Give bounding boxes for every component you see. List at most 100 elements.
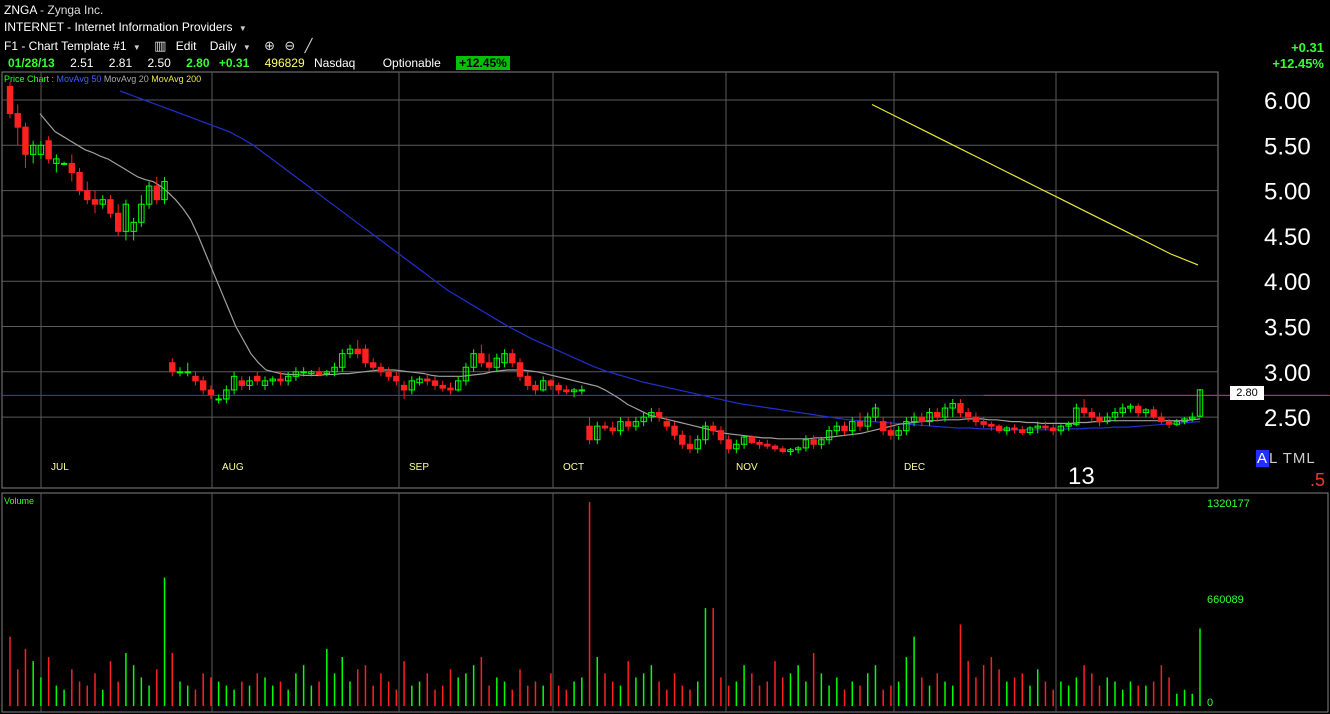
candle-body xyxy=(532,384,539,391)
candle-body xyxy=(918,416,926,423)
chevron-down-icon: ▼ xyxy=(132,43,141,52)
year-label: 13 xyxy=(1068,463,1095,490)
range-other-buttons[interactable]: L TML xyxy=(1269,450,1316,467)
volume-tick-label: 0 xyxy=(1207,697,1213,709)
x-tick-label: NOV xyxy=(736,462,758,473)
y-tick-label: 5.00 xyxy=(1264,179,1311,206)
candle-body xyxy=(679,434,686,445)
candle-body xyxy=(6,85,14,115)
change-pct-badge: +12.45% xyxy=(456,56,510,70)
draw-line-icon[interactable]: ╱ xyxy=(304,38,313,53)
candle-body xyxy=(1104,416,1111,423)
candle-body xyxy=(617,421,624,432)
candle-body xyxy=(454,380,462,391)
candle-body xyxy=(323,371,331,375)
candle-body xyxy=(1196,389,1204,417)
volume-tick-label: 660089 xyxy=(1207,594,1244,606)
candle-body xyxy=(957,403,964,414)
candle-body xyxy=(184,371,191,374)
range-all-button[interactable]: A xyxy=(1256,450,1270,467)
candle-body xyxy=(980,421,987,425)
candle-body xyxy=(879,421,887,432)
period-dropdown[interactable]: Daily ▼ xyxy=(210,39,251,53)
candle-body xyxy=(284,375,292,382)
candle-body xyxy=(215,398,222,401)
chart-legend: Price Chart : MovAvg 50 MovAvg 20 MovAvg… xyxy=(4,74,201,84)
industry-dropdown[interactable]: INTERNET - Internet Information Provider… xyxy=(4,20,247,34)
candle-body xyxy=(694,439,701,450)
candle-body xyxy=(439,384,446,389)
candle-body xyxy=(485,362,493,368)
symbol: ZNGA xyxy=(4,3,37,17)
candle-body xyxy=(107,199,114,214)
candle-body xyxy=(238,380,246,386)
volume-pane-label: Volume xyxy=(4,496,35,506)
y-tick-label: 4.50 xyxy=(1264,224,1311,251)
candle-body xyxy=(609,427,616,432)
edit-button[interactable]: ▥ Edit xyxy=(154,38,196,54)
candle-body xyxy=(45,140,52,160)
candle-body xyxy=(261,380,269,386)
edit-label: Edit xyxy=(175,39,197,53)
candle-body xyxy=(369,362,377,368)
candle-body xyxy=(624,421,632,427)
candle-body xyxy=(76,171,83,192)
candle-body xyxy=(1026,427,1034,434)
candle-body xyxy=(122,203,130,232)
candle-body xyxy=(37,144,45,155)
candle-body xyxy=(377,366,385,373)
candle-body xyxy=(29,144,37,155)
quote-exchange: Nasdaq xyxy=(313,56,356,70)
candle-body xyxy=(1165,421,1173,425)
candle-body xyxy=(199,380,207,391)
candle-body xyxy=(516,362,524,377)
candle-body xyxy=(192,375,199,382)
quote-close: 2.80 xyxy=(186,56,210,70)
candle-body xyxy=(130,221,137,232)
candle-body xyxy=(269,378,276,382)
candle-body xyxy=(230,375,238,391)
candle-body xyxy=(702,425,709,441)
candle-body xyxy=(1057,425,1065,432)
ticker-title: ZNGA - Zynga Inc. xyxy=(4,3,103,17)
candle-body xyxy=(1042,425,1049,429)
ma20-line xyxy=(39,113,1201,440)
candle-body xyxy=(709,425,717,432)
candle-body xyxy=(717,430,725,441)
candle-body xyxy=(68,162,76,173)
candle-body xyxy=(910,416,918,423)
quote-open: 2.51 xyxy=(70,56,94,70)
candle-body xyxy=(733,443,740,450)
candle-body xyxy=(393,375,400,382)
candle-body xyxy=(1019,429,1026,434)
candle-body xyxy=(354,348,361,355)
candle-body xyxy=(1080,407,1088,414)
zoom-out-icon[interactable]: ⊖ xyxy=(284,38,296,53)
candle-body xyxy=(1189,416,1196,420)
legend-ma20: MovAvg 20 xyxy=(103,74,149,84)
candle-body xyxy=(748,436,756,443)
candle-body xyxy=(563,389,570,393)
candle-body xyxy=(988,423,995,427)
candle-body xyxy=(60,162,68,165)
candle-body xyxy=(802,439,810,449)
company-name: Zynga Inc. xyxy=(47,3,104,17)
candle-body xyxy=(810,439,817,445)
quote-change: +0.31 xyxy=(218,56,250,70)
candle-body xyxy=(1003,427,1011,432)
candle-body xyxy=(424,378,431,382)
candle-body xyxy=(1096,416,1103,423)
quote-date: 01/28/13 xyxy=(8,56,55,70)
candle-body xyxy=(99,199,106,205)
template-dropdown[interactable]: F1 - Chart Template #1 ▼ xyxy=(4,39,141,53)
candle-body xyxy=(578,389,586,392)
candle-body xyxy=(14,113,21,128)
candle-body xyxy=(138,203,145,223)
candle-body xyxy=(1142,409,1150,414)
zoom-in-icon[interactable]: ⊕ xyxy=(264,38,275,53)
candle-body xyxy=(509,353,516,364)
candle-body xyxy=(91,199,99,205)
candle-body xyxy=(431,380,439,386)
candle-body xyxy=(539,380,547,391)
